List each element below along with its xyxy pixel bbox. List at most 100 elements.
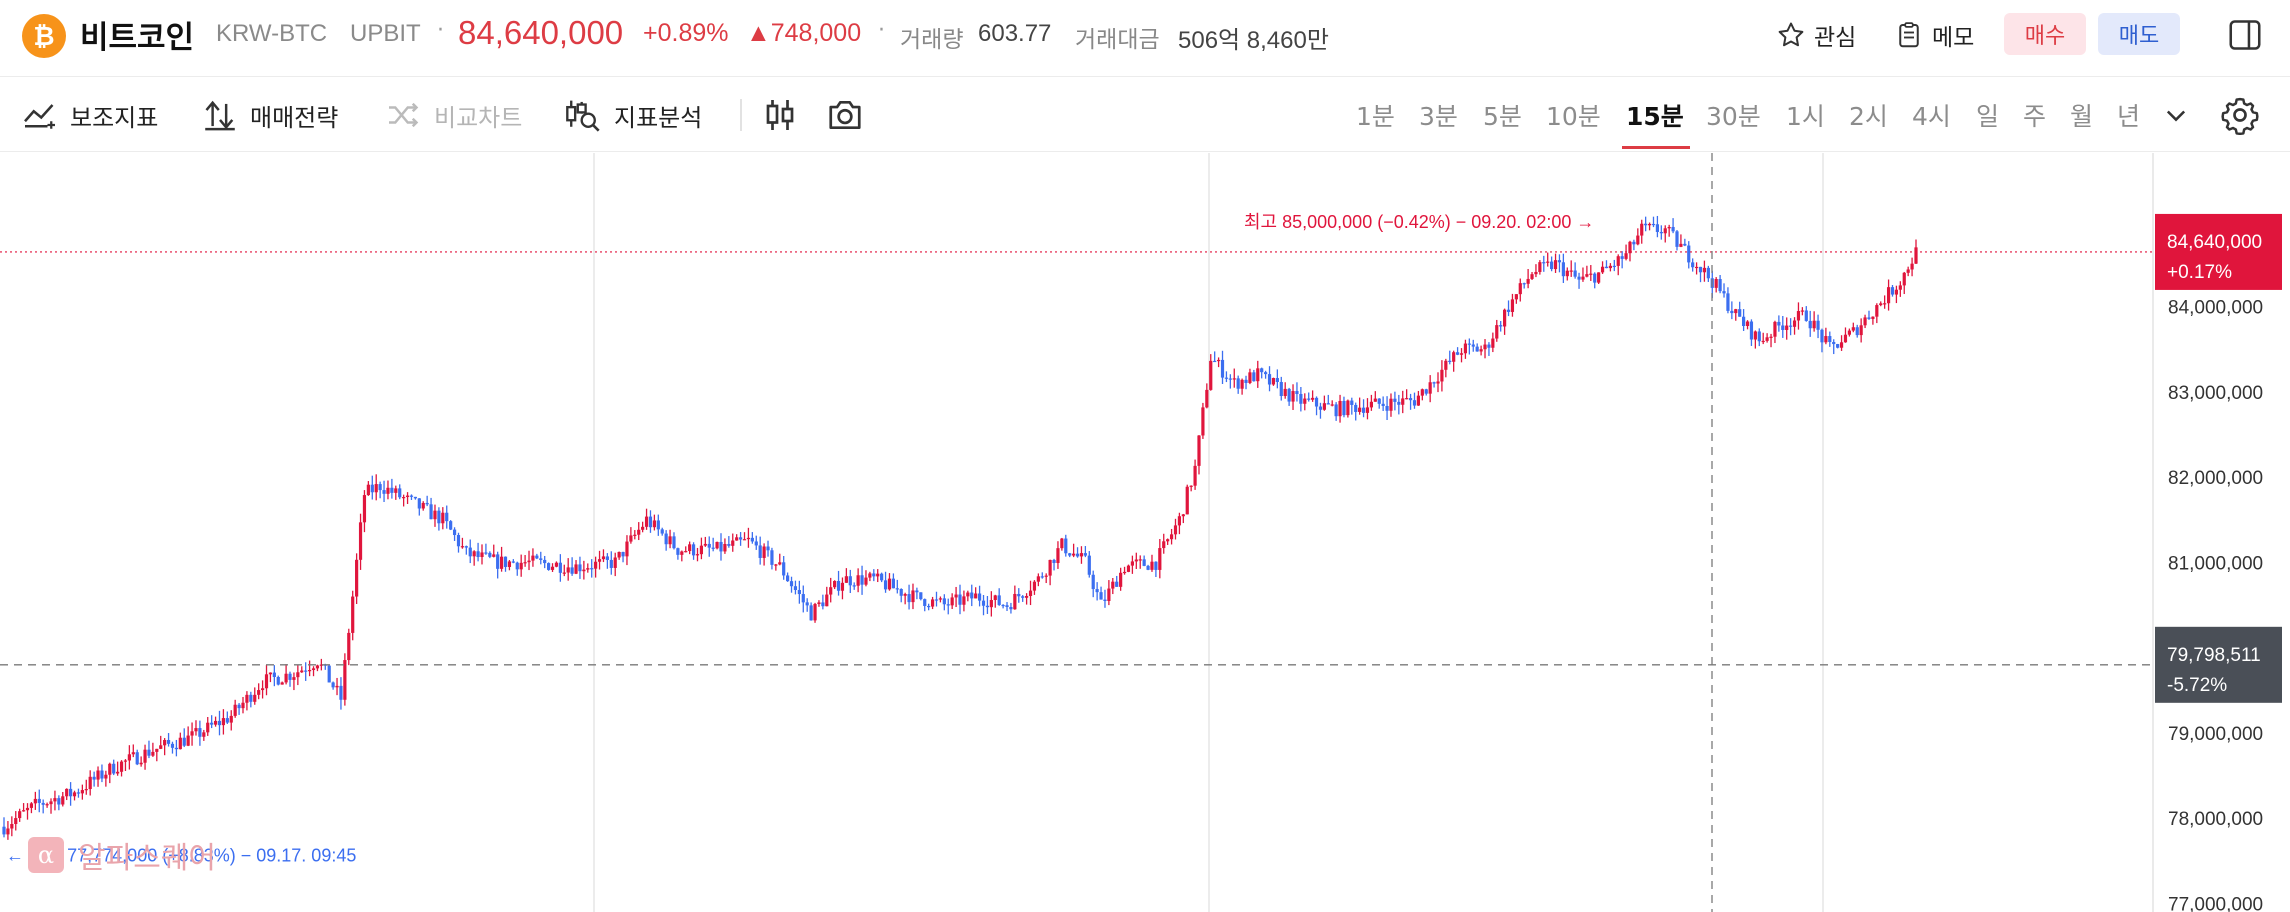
timeframe-day[interactable]: 일 <box>1976 102 2000 131</box>
alphasquare-logo-icon: α <box>28 837 64 873</box>
candle-body <box>907 594 911 603</box>
candle-body <box>985 605 990 608</box>
candle-body <box>425 502 429 505</box>
candle-body <box>1185 486 1189 515</box>
camera-icon[interactable] <box>826 97 864 133</box>
candle-body <box>1718 279 1722 292</box>
trade-amount-label: 거래대금 <box>1075 27 1160 53</box>
candle-body <box>280 682 284 685</box>
coin-name: 비트코인 <box>80 20 195 56</box>
chevron-down-icon[interactable] <box>2162 101 2190 129</box>
candle-body <box>304 670 308 672</box>
candle-body <box>1115 581 1119 587</box>
timeframe-4h[interactable]: 4시 <box>1912 102 1951 131</box>
candle-body <box>1687 245 1691 263</box>
price-chart[interactable]: 최고 85,000,000 (−0.42%) − 09.20. 02:00 → ←… <box>0 153 2290 912</box>
candlestick-icon[interactable] <box>762 97 798 133</box>
y-axis-tick-label: 79,000,000 <box>2168 724 2263 745</box>
candle-body <box>1616 256 1620 266</box>
candle-body <box>229 715 233 723</box>
sell-button[interactable]: 매도 <box>2098 13 2180 55</box>
candle-body <box>962 596 966 605</box>
candle-body <box>1683 243 1687 246</box>
candle-body <box>903 594 907 596</box>
candle-body <box>1052 559 1056 564</box>
candle-body <box>1585 274 1589 277</box>
compare-chart-button[interactable]: 비교차트 <box>386 95 522 135</box>
candle-body <box>1894 289 1899 295</box>
candle-body <box>1205 389 1209 408</box>
candle-body <box>1248 372 1252 383</box>
candle-body <box>374 484 378 493</box>
candle-body <box>1005 605 1009 607</box>
candle-body <box>1781 325 1785 330</box>
timeframe-5m[interactable]: 5분 <box>1483 102 1522 131</box>
y-axis-tick-label: 82,000,000 <box>2168 468 2263 489</box>
candle-body <box>911 590 915 603</box>
candle-body <box>664 533 668 545</box>
candle-body <box>311 668 316 671</box>
timeframe-month[interactable]: 월 <box>2070 102 2094 131</box>
candle-body <box>1742 316 1746 327</box>
y-axis-tick-label: 84,000,000 <box>2168 298 2263 319</box>
timeframe-2h[interactable]: 2시 <box>1849 102 1888 131</box>
candle-body <box>844 576 848 583</box>
buy-button[interactable]: 매수 <box>2004 13 2086 55</box>
candle-body <box>366 484 370 496</box>
favorite-button[interactable]: 관심 <box>1776 16 1856 54</box>
gear-icon[interactable] <box>2220 95 2260 135</box>
candle-body <box>492 554 496 557</box>
candle-body <box>1271 378 1276 385</box>
candle-body <box>1530 274 1534 279</box>
candle-body <box>1902 272 1906 286</box>
timeframe-1h[interactable]: 1시 <box>1786 102 1825 131</box>
candle-body <box>370 484 374 493</box>
analysis-candle-search-icon <box>566 100 600 132</box>
candle-body <box>260 688 265 691</box>
candle-body <box>53 798 57 802</box>
timeframe-15m[interactable]: 15분 <box>1626 102 1684 131</box>
candle-body <box>1620 256 1624 259</box>
layout-panel-icon[interactable] <box>2226 16 2264 54</box>
timeframe-3m[interactable]: 3분 <box>1419 102 1458 131</box>
candle-body <box>1326 403 1330 405</box>
candle-body <box>398 488 402 498</box>
candle-body <box>652 520 656 528</box>
candle-body <box>1804 310 1808 321</box>
candle-body <box>523 562 527 564</box>
y-axis-tick-label: 83,000,000 <box>2168 383 2263 404</box>
candle-body <box>1377 398 1381 404</box>
candle-body <box>958 594 962 605</box>
candle-body <box>1789 325 1793 327</box>
timeframe-10m[interactable]: 10분 <box>1546 102 1601 131</box>
candle-body <box>1632 241 1636 245</box>
candle-body <box>703 543 707 546</box>
indicator-analysis-button[interactable]: 지표분석 <box>564 95 702 135</box>
candle-body <box>895 588 899 590</box>
candle-body <box>1083 553 1087 556</box>
indicators-button[interactable]: 보조지표 <box>22 95 158 135</box>
candle-body <box>558 562 562 573</box>
timeframe-year[interactable]: 년 <box>2117 102 2141 131</box>
candle-body <box>1267 374 1272 385</box>
candle-body <box>821 602 825 607</box>
memo-button[interactable]: 메모 <box>1894 16 1974 54</box>
candle-body <box>684 551 688 553</box>
candle-body <box>1491 338 1495 348</box>
candle-body <box>774 564 778 566</box>
candle-body <box>1150 561 1154 570</box>
candle-body <box>1647 223 1652 226</box>
timeframe-1m[interactable]: 1분 <box>1356 102 1395 131</box>
candle-body <box>88 776 92 790</box>
candle-body <box>1522 283 1526 285</box>
candle-body <box>613 557 617 568</box>
strategy-button[interactable]: 매매전략 <box>202 95 338 135</box>
candle-body <box>789 581 794 587</box>
candle-body <box>554 562 559 567</box>
candle-body <box>1471 344 1475 347</box>
timeframe-30m[interactable]: 30분 <box>1706 102 1761 131</box>
memo-label: 메모 <box>1932 25 1975 51</box>
candle-body <box>809 605 813 621</box>
timeframe-week[interactable]: 주 <box>2023 102 2047 131</box>
candlestick-chart-canvas[interactable]: 최고 85,000,000 (−0.42%) − 09.20. 02:00 → ←… <box>0 153 2290 912</box>
